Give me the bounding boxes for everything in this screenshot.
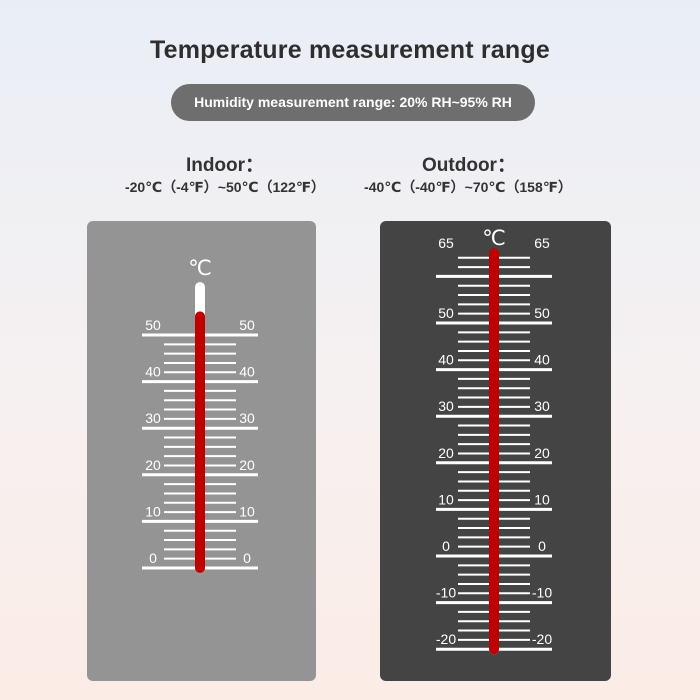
indoor-thermometer: ℃ 50 50 40 40 30 30 20 20 10 10 0 0 [142, 257, 258, 573]
scale-label-left: 30 [438, 398, 454, 414]
scale-label-right: 40 [239, 364, 255, 380]
scale-label-right: 20 [239, 457, 255, 473]
scale-label-left: 20 [145, 457, 161, 473]
scale-label-right: 10 [534, 491, 550, 507]
scale-label-left: 40 [438, 352, 454, 368]
scale-label-right: -20 [532, 631, 552, 647]
indoor-thermometer-panel: ℃ 50 50 40 40 30 30 20 20 10 10 0 0 [87, 221, 316, 681]
humidity-range-badge: Humidity measurement range: 20% RH~95% R… [171, 84, 535, 121]
scale-label-left: -20 [436, 631, 456, 647]
scale-label-left: 0 [442, 538, 450, 554]
scale-label-right: 0 [538, 538, 546, 554]
outdoor-thermometer: ℃ 65 65 50 50 40 40 30 30 20 20 10 10 0 0 -10 -10 -20 -20 [436, 227, 552, 655]
scale-label-left: 10 [145, 503, 161, 519]
scale-label-right: 65 [534, 235, 550, 251]
scale-label-right: 30 [239, 410, 255, 426]
outdoor-range: -40℃（-40℉）~70℃（158℉） [364, 179, 572, 195]
scale-label-left: 10 [438, 491, 454, 507]
unit-label: ℃ [482, 227, 506, 250]
scale-label-left: 20 [438, 445, 454, 461]
scale-label-left: 30 [145, 410, 161, 426]
scale-label-right: 20 [534, 445, 550, 461]
outdoor-thermometer-panel: ℃ 65 65 50 50 40 40 30 30 20 20 10 10 0 0 -10 -10 -20 -20 [380, 221, 611, 681]
scale-label-left: 50 [145, 317, 161, 333]
indoor-range: -20℃（-4℉）~50℃（122℉） [124, 179, 326, 195]
scale-label-left: -10 [436, 585, 456, 601]
scale-label-right: 10 [239, 503, 255, 519]
scale-label-right: 30 [534, 398, 550, 414]
page-title: Temperature measurement range [150, 36, 550, 64]
scale-label-right: -10 [532, 585, 552, 601]
scale-label-left: 65 [438, 235, 454, 251]
scale-label-right: 50 [534, 305, 550, 321]
scale-label-right: 40 [534, 352, 550, 368]
scale-label-right: 0 [243, 550, 251, 566]
scale-label-left: 0 [149, 550, 157, 566]
scale-label-left: 40 [145, 364, 161, 380]
outdoor-label: Outdoor： [422, 155, 516, 176]
scale-label-left: 50 [438, 305, 454, 321]
indoor-label: Indoor： [185, 155, 265, 176]
scale-label-right: 50 [239, 317, 255, 333]
unit-label: ℃ [188, 257, 212, 280]
